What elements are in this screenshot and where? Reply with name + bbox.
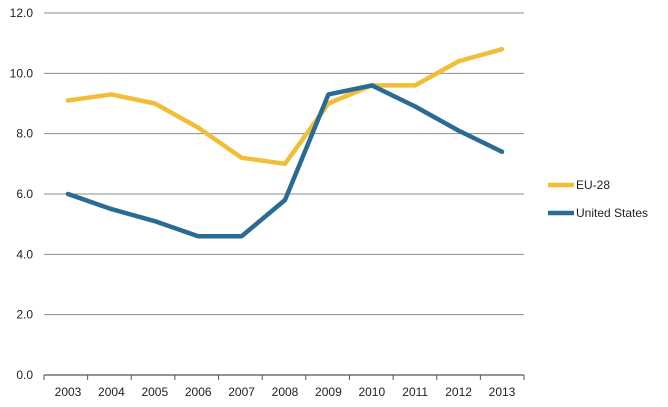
axes — [43, 374, 525, 380]
y-tick-label: 6.0 — [16, 187, 33, 201]
data-point-1 — [369, 83, 374, 88]
data-point-0 — [413, 83, 418, 88]
legend-label: EU-28 — [576, 178, 610, 192]
series-lines — [65, 46, 505, 239]
y-tick-label: 0.0 — [16, 368, 33, 382]
legend: EU-28 United States — [548, 178, 648, 220]
x-tick-label: 2011 — [402, 385, 428, 399]
x-tick-label: 2003 — [55, 385, 82, 399]
y-tick-label: 4.0 — [16, 247, 33, 261]
y-tick-label: 12.0 — [10, 6, 34, 20]
data-point-1 — [413, 104, 418, 109]
y-tick-label: 10.0 — [10, 66, 34, 80]
x-tick-label: 2013 — [489, 385, 516, 399]
y-tick-label: 2.0 — [16, 308, 33, 322]
data-point-0 — [152, 101, 157, 106]
y-tick-label: 8.0 — [16, 127, 33, 141]
data-point-0 — [283, 161, 287, 166]
series-line-0 — [65, 46, 505, 167]
x-tick-label: 2008 — [272, 385, 299, 399]
x-tick-label: 2010 — [358, 385, 385, 399]
data-point-1 — [152, 219, 157, 224]
legend-label: United States — [576, 206, 648, 220]
data-point-0 — [66, 98, 70, 103]
x-tick-label: 2009 — [315, 385, 342, 399]
x-tick-label: 2005 — [141, 385, 168, 399]
data-point-0 — [500, 47, 504, 52]
data-point-1 — [283, 198, 287, 203]
x-tick-labels: 2003 2004 2005 2006 2007 2008 2009 2010 2011 2012… — [55, 385, 516, 399]
data-point-1 — [196, 234, 201, 239]
gridlines — [44, 12, 524, 316]
x-tick-label: 2012 — [445, 385, 472, 399]
x-tick-label: 2007 — [228, 385, 255, 399]
data-point-1 — [66, 192, 70, 196]
data-point-0 — [456, 59, 461, 64]
data-point-0 — [196, 125, 201, 130]
data-point-1 — [500, 149, 504, 154]
y-tick-labels: 0.0 2.0 4.0 6.0 8.0 10.0 12.0 — [10, 6, 34, 382]
x-tick-label: 2004 — [98, 385, 125, 399]
x-tick-label: 2006 — [185, 385, 212, 399]
data-point-0 — [239, 155, 244, 160]
data-point-1 — [456, 128, 461, 133]
data-point-1 — [109, 207, 114, 212]
data-point-1 — [239, 234, 244, 239]
data-point-0 — [109, 92, 114, 97]
data-point-1 — [326, 92, 331, 97]
